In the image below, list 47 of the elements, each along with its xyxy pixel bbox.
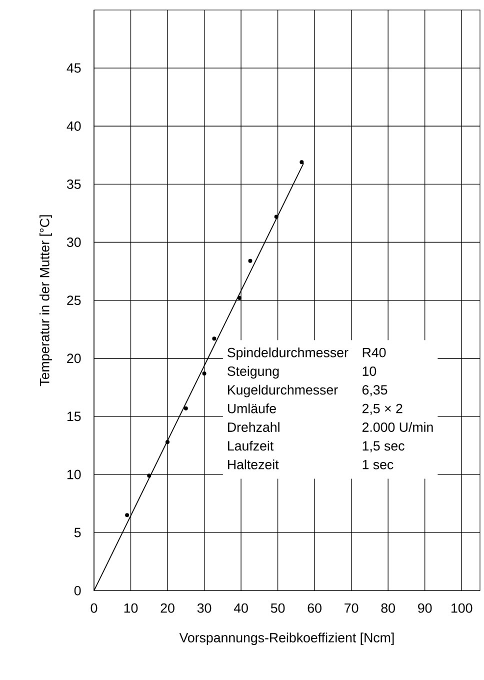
annotation: Kugeldurchmesser [228, 384, 338, 398]
point [125, 513, 130, 518]
x-tick-label: 50 [270, 603, 285, 613]
x-axis-title: Vorspannungs-Reibkoeffizient [Ncm] [179, 632, 394, 646]
annotation: 2.000 U/min [362, 422, 433, 432]
x-tick-label: 60 [308, 603, 322, 613]
x-tick-label: 30 [197, 603, 212, 613]
x-tick-label: 70 [344, 603, 358, 613]
annotation: R40 [362, 348, 386, 358]
y-tick-label: 10 [67, 470, 81, 480]
annotation: 10 [362, 366, 376, 376]
y-tick-label: 15 [67, 412, 81, 422]
y-axis-title: Temperatur in der Mutter [°C] [40, 215, 52, 386]
point [212, 336, 216, 341]
point [184, 406, 188, 410]
x-tick-label: 20 [160, 603, 174, 613]
point [274, 214, 278, 219]
point [147, 474, 152, 478]
point [248, 258, 252, 263]
x-tick-label: 0 [90, 603, 98, 613]
annotation: 1,5 sec [362, 441, 404, 452]
y-tick-label: 45 [66, 63, 81, 73]
y-tick-label: 5 [74, 528, 81, 538]
point [202, 371, 206, 376]
y-tick-label: 30 [66, 238, 81, 247]
x-tick-label: 90 [418, 603, 432, 613]
y-tick-label: 35 [66, 179, 81, 189]
annotation: Umläufe [228, 403, 276, 414]
annotation: 2,5 × 2 [362, 404, 402, 415]
point [300, 160, 304, 164]
x-tick-label: 80 [381, 603, 395, 613]
x-tick-label: 100 [452, 603, 472, 613]
annotation: Spindeldurchmesser [228, 347, 348, 360]
y-tick-label: 25 [67, 296, 81, 306]
x-tick-label: 40 [234, 603, 248, 613]
annotation: 6,35 [362, 385, 388, 396]
annotation: Steigung [228, 366, 279, 379]
point [166, 440, 170, 444]
annotation: Laufzeit [228, 440, 274, 451]
annotation: Drehzahl [228, 422, 280, 432]
y-tick-label: 40 [66, 121, 81, 131]
x-tick-label: 10 [124, 603, 138, 613]
y-tick-label: 20 [67, 354, 81, 364]
y-tick-label: 0 [74, 586, 81, 596]
point [238, 296, 242, 300]
annotation: 1 sec [362, 460, 394, 470]
annotation: Haltezeit [228, 459, 279, 470]
